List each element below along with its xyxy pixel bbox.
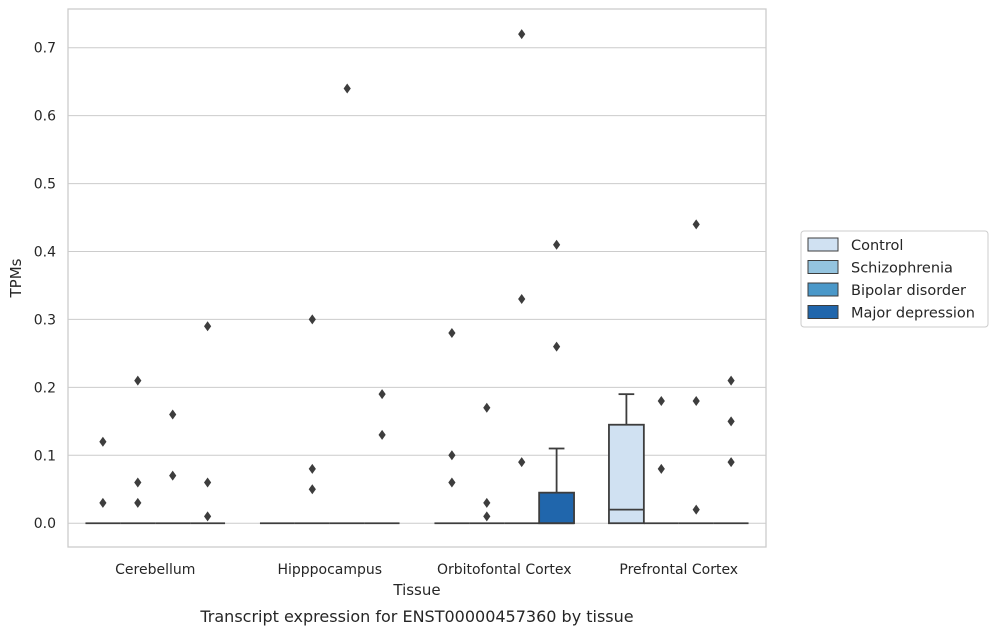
outlier-point (308, 484, 316, 495)
outlier-point (727, 416, 735, 427)
outlier-point (99, 436, 107, 447)
plot-frame (67, 8, 767, 548)
box-schizophrenia (120, 375, 156, 525)
legend-swatch (807, 282, 839, 297)
legend-swatch (807, 237, 839, 252)
box-bipolar-disorder (504, 29, 540, 525)
outlier-point (308, 463, 316, 474)
outlier-point (553, 239, 561, 250)
outlier-point (204, 321, 212, 332)
outlier-point (378, 429, 386, 440)
outlier-point (657, 463, 665, 474)
outlier-point (518, 457, 526, 468)
outlier-point (657, 395, 665, 406)
box-schizophrenia (643, 395, 679, 525)
legend-label: Control (851, 238, 903, 254)
outlier-point (343, 83, 351, 94)
y-tick-label: 0.6 (34, 109, 56, 125)
outlier-point (692, 504, 700, 515)
x-axis-label: Tissue (392, 581, 440, 599)
outlier-point (692, 219, 700, 230)
box-marks (85, 29, 749, 525)
y-tick-label: 0.2 (34, 380, 56, 396)
box-body (538, 491, 575, 525)
outlier-point (553, 341, 561, 352)
outlier-point (308, 314, 316, 325)
x-tick-label: Orbitofontal Cortex (437, 562, 572, 578)
outlier-point (483, 497, 491, 508)
x-tick-label: Prefrontal Cortex (619, 562, 738, 578)
y-tick-label: 0.1 (34, 448, 56, 464)
outlier-point (204, 477, 212, 488)
outlier-point (518, 29, 526, 40)
box-control (434, 328, 470, 525)
outlier-point (448, 450, 456, 461)
outlier-point (134, 477, 142, 488)
box-major-depression (364, 389, 400, 525)
y-axis-label: TPMs (7, 258, 25, 298)
legend-frame (800, 230, 989, 328)
y-tick-label: 0.7 (34, 41, 56, 57)
y-tick-label: 0.4 (34, 245, 56, 261)
box-schizophrenia (469, 402, 505, 525)
outlier-point (692, 395, 700, 406)
legend-label: Bipolar disorder (851, 283, 966, 299)
legend-label: Schizophrenia (851, 261, 953, 277)
legend-swatch (807, 260, 839, 274)
box-schizophrenia (294, 314, 330, 525)
chart-caption: Transcript expression for ENST0000045736… (199, 607, 633, 626)
legend-swatch (807, 305, 839, 319)
y-tick-label: 0.5 (34, 177, 56, 193)
outlier-point (483, 511, 491, 522)
box-control (608, 393, 645, 525)
legend-label: Major depression (851, 306, 975, 322)
outlier-point (169, 470, 177, 481)
box-control (85, 436, 121, 525)
outlier-point (448, 477, 456, 488)
box-bipolar-disorder (329, 83, 365, 525)
outlier-point (483, 402, 491, 413)
box-major-depression (190, 321, 226, 525)
x-tick-label: Hipppocampus (277, 562, 382, 578)
box-body (608, 423, 645, 525)
outlier-point (134, 497, 142, 508)
box-major-depression (538, 239, 575, 525)
box-bipolar-disorder (678, 219, 714, 525)
legend: Control Schizophrenia Bipolar disorder Majo… (800, 230, 989, 328)
outlier-point (134, 375, 142, 386)
outlier-point (378, 389, 386, 400)
outlier-point (727, 375, 735, 386)
legend-items: Control Schizophrenia Bipolar disorder Majo… (807, 237, 975, 322)
outlier-point (204, 511, 212, 522)
outlier-point (169, 409, 177, 420)
outlier-point (518, 294, 526, 305)
y-tick-label: 0.3 (34, 312, 56, 328)
axes: 0.0 0.1 0.2 0.3 0.4 0.5 0.6 0.7 Cerebellum Hipppo… (34, 8, 767, 578)
gridlines (68, 47, 766, 524)
outlier-point (727, 457, 735, 468)
box-major-depression (713, 375, 749, 525)
x-tick-label: Cerebellum (115, 562, 195, 578)
outlier-point (99, 497, 107, 508)
y-tick-label: 0.0 (34, 516, 56, 532)
box-bipolar-disorder (155, 409, 191, 525)
outlier-point (448, 328, 456, 339)
